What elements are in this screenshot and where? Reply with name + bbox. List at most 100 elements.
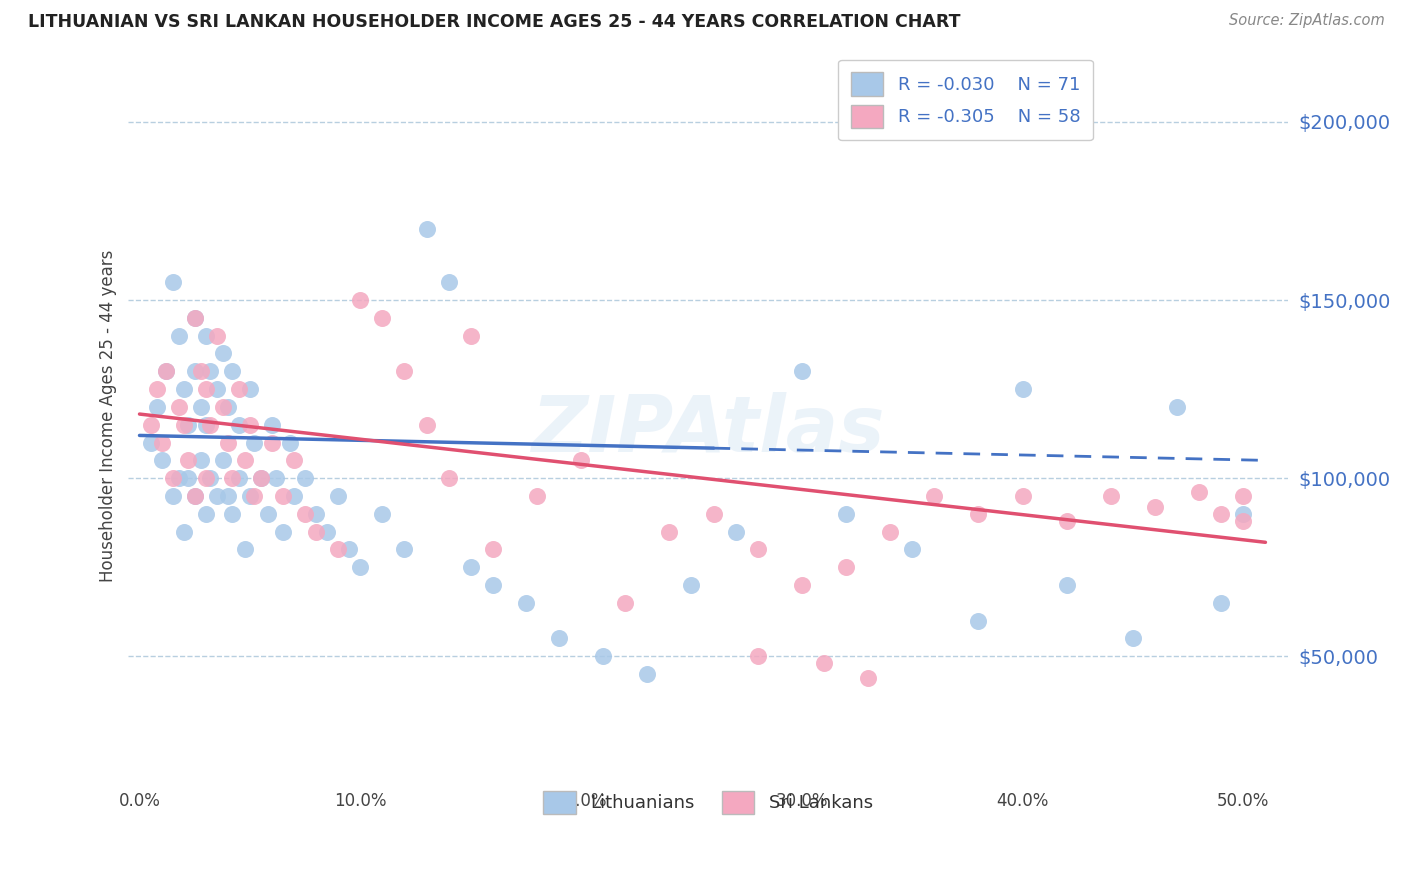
Point (856, 671, 879, 685)
Point (173, 382, 195, 396)
Point (150, 435, 173, 450)
Text: ZIPAtlas: ZIPAtlas (531, 392, 884, 468)
Point (813, 657, 835, 671)
Point (1188, 485, 1211, 500)
Point (239, 489, 262, 503)
Point (460, 560, 482, 574)
Point (221, 507, 243, 521)
Point (305, 507, 328, 521)
Point (526, 489, 548, 503)
Point (460, 328, 482, 343)
Point (260, 417, 283, 432)
Point (316, 524, 339, 539)
Point (221, 364, 243, 378)
Point (681, 578, 703, 592)
Point (481, 578, 503, 592)
Point (198, 471, 221, 485)
Point (1056, 514, 1078, 528)
Point (922, 489, 945, 503)
Point (569, 453, 592, 467)
Point (371, 507, 394, 521)
Point (194, 507, 217, 521)
Point (235, 453, 257, 467)
Point (1056, 578, 1078, 592)
Text: Source: ZipAtlas.com: Source: ZipAtlas.com (1229, 13, 1385, 29)
Point (198, 364, 221, 378)
Point (371, 310, 394, 325)
Point (177, 417, 200, 432)
Point (266, 471, 288, 485)
Point (1011, 382, 1033, 396)
Point (162, 489, 184, 503)
Point (194, 328, 217, 343)
Point (437, 471, 460, 485)
Point (337, 542, 360, 557)
Point (167, 328, 190, 343)
Point (167, 471, 190, 485)
Point (190, 400, 212, 414)
Point (702, 507, 724, 521)
Point (294, 471, 316, 485)
Point (162, 275, 184, 289)
Y-axis label: Householder Income Ages 25 - 44 years: Householder Income Ages 25 - 44 years (100, 250, 117, 582)
Point (328, 542, 350, 557)
Point (194, 417, 217, 432)
Point (305, 524, 328, 539)
Point (162, 471, 184, 485)
Text: LITHUANIAN VS SRI LANKAN HOUSEHOLDER INCOME AGES 25 - 44 YEARS CORRELATION CHART: LITHUANIAN VS SRI LANKAN HOUSEHOLDER INC… (28, 13, 960, 31)
Point (790, 364, 813, 378)
Point (228, 382, 250, 396)
Point (183, 489, 205, 503)
Point (394, 542, 416, 557)
Point (139, 435, 162, 450)
Point (217, 400, 239, 414)
Point (194, 471, 217, 485)
Point (658, 524, 681, 539)
Point (835, 507, 858, 521)
Point (437, 275, 460, 289)
Point (167, 400, 190, 414)
Point (548, 632, 571, 646)
Point (150, 453, 173, 467)
Point (747, 542, 769, 557)
Point (205, 382, 228, 396)
Point (146, 382, 169, 396)
Point (183, 310, 205, 325)
Point (212, 453, 235, 467)
Point (177, 453, 200, 467)
Point (1011, 489, 1033, 503)
Point (198, 417, 221, 432)
Point (217, 489, 239, 503)
Point (967, 507, 990, 521)
Point (636, 667, 658, 681)
Point (256, 507, 278, 521)
Point (724, 524, 747, 539)
Point (967, 614, 990, 628)
Point (243, 435, 266, 450)
Point (1232, 514, 1254, 528)
Point (790, 578, 813, 592)
Point (194, 382, 217, 396)
Point (155, 364, 177, 378)
Point (183, 489, 205, 503)
Point (205, 328, 228, 343)
Point (271, 524, 294, 539)
Point (250, 471, 273, 485)
Point (173, 417, 195, 432)
Point (190, 364, 212, 378)
Point (190, 453, 212, 467)
Point (260, 435, 283, 450)
Point (901, 542, 924, 557)
Point (205, 489, 228, 503)
Point (228, 417, 250, 432)
Point (173, 524, 195, 539)
Point (294, 507, 316, 521)
Point (747, 649, 769, 664)
Point (221, 471, 243, 485)
Point (283, 489, 305, 503)
Point (243, 489, 266, 503)
Point (415, 222, 437, 236)
Point (212, 400, 235, 414)
Point (349, 293, 371, 307)
Point (1211, 596, 1233, 610)
